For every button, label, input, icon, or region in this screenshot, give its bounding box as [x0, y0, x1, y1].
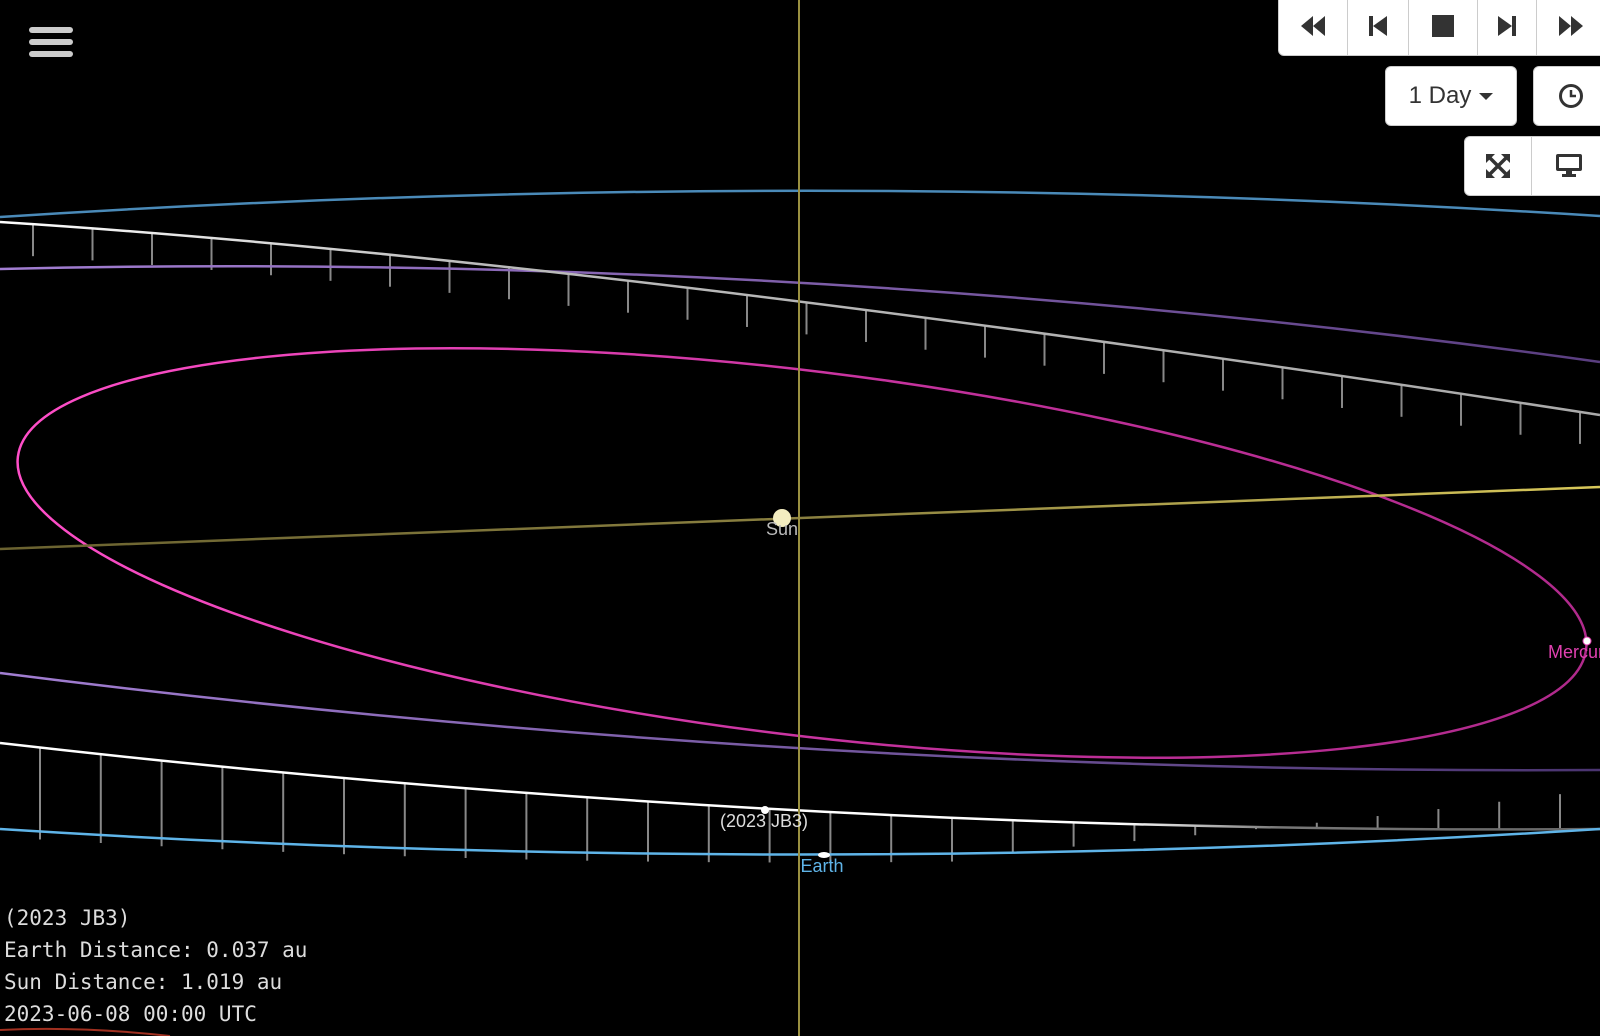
caret-down-icon: [1479, 92, 1494, 100]
earth-marker[interactable]: [818, 852, 830, 858]
datetime: 2023-06-08 00:00 UTC: [4, 1002, 257, 1026]
info-panel: (2023 JB3) Earth Distance: 0.037 au Sun Di…: [4, 902, 307, 1030]
stop-button[interactable]: [1408, 0, 1478, 56]
sun-label: Sun: [766, 519, 798, 539]
earth-distance: Earth Distance: 0.037 au: [4, 938, 308, 962]
mercury-marker[interactable]: [1582, 636, 1592, 646]
fullscreen-icon: [1486, 154, 1510, 178]
orbit-ticks: [32, 224, 1581, 863]
step-backward-button[interactable]: [1347, 0, 1409, 56]
sun-marker[interactable]: [773, 509, 791, 527]
object-name: (2023 JB3): [4, 906, 131, 930]
stop-icon: [1432, 15, 1454, 37]
asteroid-label: (2023 JB3): [720, 811, 808, 831]
asteroid-orbit-far: [0, 220, 1600, 417]
clock-icon: [1558, 84, 1583, 108]
step-forward-icon: [1498, 16, 1516, 36]
fast-forward-icon: [1559, 16, 1583, 36]
step-forward-button[interactable]: [1477, 0, 1537, 56]
asteroid-marker[interactable]: [761, 806, 769, 814]
fullscreen-button[interactable]: [1464, 136, 1532, 196]
monitor-icon: [1556, 154, 1582, 177]
clock-button[interactable]: [1533, 66, 1600, 126]
mercury-label: Mercury: [1548, 642, 1600, 662]
mercury-orbit: [16, 347, 1588, 759]
menu-icon[interactable]: [29, 27, 73, 65]
sun-distance: Sun Distance: 1.019 au: [4, 970, 283, 994]
step-size-select[interactable]: 1 Day: [1385, 66, 1517, 126]
fast-backward-button[interactable]: [1278, 0, 1348, 56]
orbit-fragment: [0, 1027, 171, 1036]
monitor-button[interactable]: [1531, 136, 1600, 196]
fast-forward-button[interactable]: [1536, 0, 1600, 56]
earth-label: Earth: [800, 856, 843, 876]
step-size-value: 1 Day: [1408, 82, 1472, 109]
fast-backward-icon: [1301, 16, 1325, 36]
step-backward-icon: [1369, 16, 1387, 36]
